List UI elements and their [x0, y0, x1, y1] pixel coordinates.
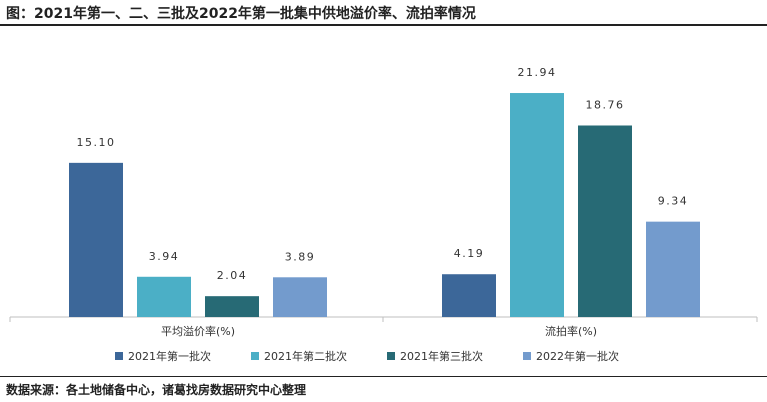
data-source-note: 数据来源：各土地储备中心，诸葛找房数据研究中心整理 [6, 383, 307, 397]
category-label-2: 流拍率(%) [545, 324, 597, 338]
footer-divider [0, 376, 767, 377]
bar-4-1 [273, 277, 327, 317]
value-label-1-1: 15.10 [77, 136, 116, 149]
legend-swatch-1 [115, 352, 123, 360]
value-label-2-2: 21.94 [518, 66, 557, 79]
value-label-4-2: 9.34 [658, 195, 689, 208]
value-label-3-1: 2.04 [217, 269, 248, 282]
legend-swatch-3 [387, 352, 395, 360]
value-label-1-2: 4.19 [454, 247, 485, 260]
bar-2-1 [137, 276, 191, 317]
legend-label-4: 2022年第一批次 [536, 349, 619, 363]
page-title: 图：2021年第一、二、三批及2022年第一批集中供地溢价率、流拍率情况 [6, 6, 476, 22]
value-label-2-1: 3.94 [149, 250, 180, 263]
bar-3-2 [578, 125, 632, 317]
legend-label-1: 2021年第一批次 [128, 349, 211, 363]
legend-label-3: 2021年第三批次 [400, 349, 483, 363]
bar-1-2 [442, 274, 496, 317]
value-label-4-1: 3.89 [285, 250, 316, 263]
legend-label-2: 2021年第二批次 [264, 349, 347, 363]
bar-1-1 [69, 162, 123, 317]
bar-3-1 [205, 296, 259, 317]
bar-4-2 [646, 221, 700, 317]
bar-chart: 15.10 3.94 2.04 3.89 4.19 21.94 18.76 9.34 平均溢价… [9, 66, 758, 363]
category-label-1: 平均溢价率(%) [161, 324, 235, 338]
value-label-3-2: 18.76 [586, 98, 625, 111]
bar-2-2 [510, 93, 564, 317]
legend-swatch-2 [251, 352, 259, 360]
title-divider [0, 24, 767, 26]
legend-swatch-4 [523, 352, 531, 360]
